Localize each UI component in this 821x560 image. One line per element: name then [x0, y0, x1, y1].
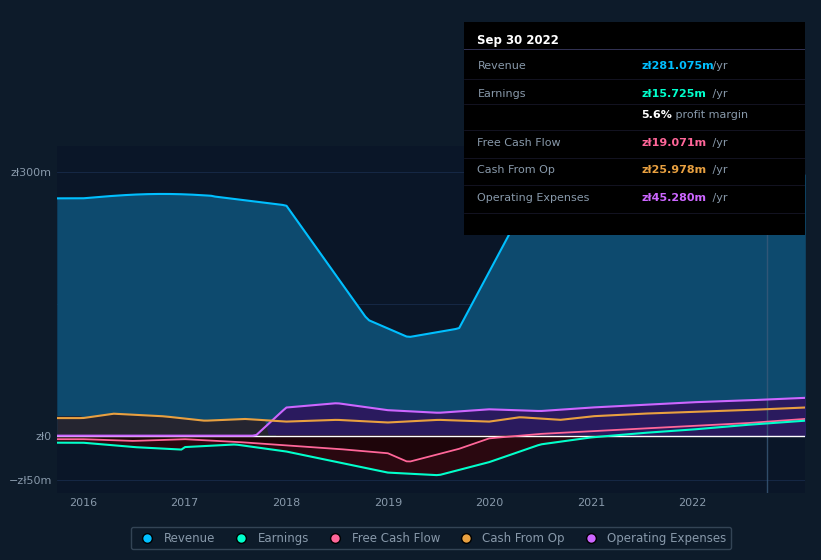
Text: zł15.725m: zł15.725m: [641, 88, 706, 99]
Text: Revenue: Revenue: [478, 61, 526, 71]
Text: Earnings: Earnings: [478, 88, 526, 99]
Text: zł281.075m: zł281.075m: [641, 61, 713, 71]
Text: /yr: /yr: [709, 61, 727, 71]
Text: /yr: /yr: [709, 88, 727, 99]
Text: /yr: /yr: [709, 138, 727, 148]
Text: Cash From Op: Cash From Op: [478, 165, 555, 175]
Text: /yr: /yr: [709, 193, 727, 203]
Text: Operating Expenses: Operating Expenses: [478, 193, 589, 203]
Text: profit margin: profit margin: [672, 110, 748, 120]
Text: /yr: /yr: [709, 165, 727, 175]
Text: zł45.280m: zł45.280m: [641, 193, 706, 203]
Text: Free Cash Flow: Free Cash Flow: [478, 138, 561, 148]
Text: zł25.978m: zł25.978m: [641, 165, 706, 175]
Text: Sep 30 2022: Sep 30 2022: [478, 34, 559, 47]
Text: zł19.071m: zł19.071m: [641, 138, 706, 148]
Text: 5.6%: 5.6%: [641, 110, 672, 120]
Legend: Revenue, Earnings, Free Cash Flow, Cash From Op, Operating Expenses: Revenue, Earnings, Free Cash Flow, Cash …: [131, 527, 732, 549]
